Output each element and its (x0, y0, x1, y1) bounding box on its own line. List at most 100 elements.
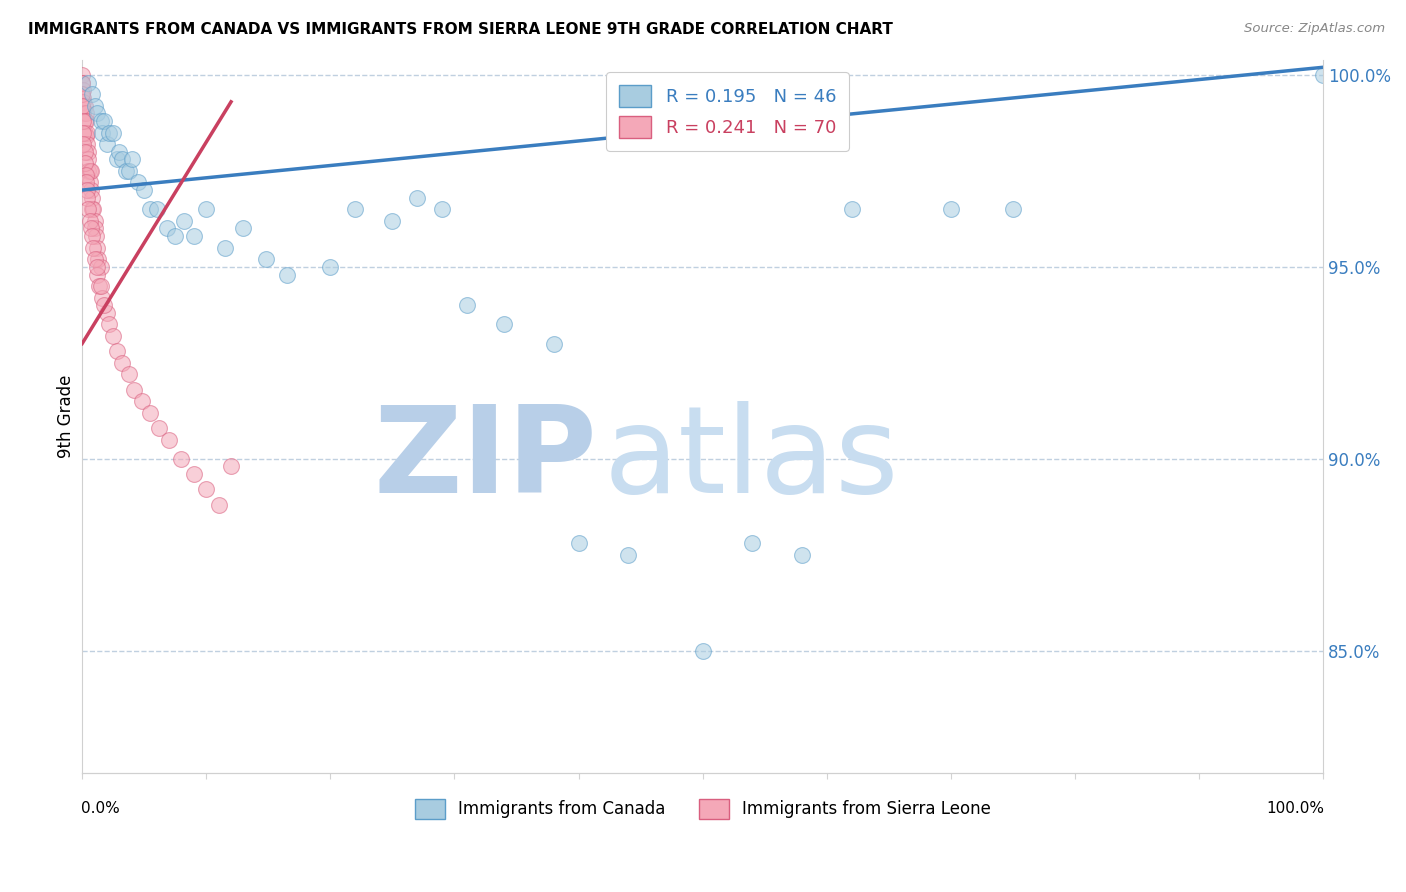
Point (70, 76, 93, 90)
Point (121, 153, 143, 167)
Point (183, 229, 205, 244)
Text: atlas: atlas (603, 401, 898, 518)
Point (72, 114, 94, 128)
Point (80, 221, 103, 235)
Point (173, 214, 195, 228)
Point (406, 191, 429, 205)
Point (84, 229, 107, 244)
Point (118, 164, 141, 178)
Point (98, 318, 121, 332)
Point (80, 191, 103, 205)
Point (75, 175, 97, 189)
Point (105, 153, 128, 167)
Point (114, 164, 136, 178)
Point (430, 202, 453, 217)
Point (77, 202, 100, 217)
Point (183, 467, 205, 481)
Point (73, 114, 96, 128)
Point (76, 126, 98, 140)
Point (86, 106, 108, 120)
Point (456, 298, 478, 312)
Text: 0.0%: 0.0% (82, 801, 120, 815)
Point (543, 336, 565, 351)
Point (567, 536, 589, 550)
Point (83, 221, 105, 235)
Point (101, 126, 124, 140)
Point (73, 126, 96, 140)
Point (276, 268, 298, 282)
Point (1312, 68, 1334, 82)
Point (83, 214, 105, 228)
Text: Source: ZipAtlas.com: Source: ZipAtlas.com (1244, 22, 1385, 36)
Point (80, 87, 103, 102)
Point (165, 229, 187, 244)
Point (91, 291, 114, 305)
Point (494, 318, 516, 332)
Point (77, 164, 100, 178)
Point (70, 68, 93, 82)
Point (72, 126, 94, 140)
Point (111, 153, 134, 167)
Point (72, 91, 94, 105)
Point (195, 202, 218, 217)
Point (96, 306, 118, 320)
Point (76, 191, 98, 205)
Point (76, 136, 98, 151)
Point (75, 168, 97, 182)
Point (319, 260, 342, 274)
Point (72, 95, 94, 109)
Point (72, 136, 94, 151)
Text: IMMIGRANTS FROM CANADA VS IMMIGRANTS FROM SIERRA LEONE 9TH GRADE CORRELATION CHA: IMMIGRANTS FROM CANADA VS IMMIGRANTS FRO… (28, 22, 893, 37)
Point (80, 229, 103, 244)
Point (77, 145, 100, 159)
Point (122, 383, 145, 397)
Point (219, 459, 242, 474)
Point (86, 268, 108, 282)
Point (80, 183, 103, 197)
Point (939, 202, 962, 217)
Point (79, 214, 101, 228)
Point (83, 98, 105, 112)
Point (1001, 202, 1024, 217)
Point (90, 260, 112, 274)
Point (170, 451, 193, 466)
Point (77, 76, 100, 90)
Point (75, 106, 97, 120)
Point (75, 129, 97, 144)
Point (72, 83, 94, 97)
Point (841, 202, 863, 217)
Point (73, 145, 96, 159)
Point (127, 175, 149, 189)
Point (111, 356, 134, 370)
Point (105, 344, 128, 359)
Point (79, 175, 101, 189)
Point (91, 126, 114, 140)
Point (208, 498, 231, 512)
Point (108, 145, 131, 159)
Point (76, 183, 98, 197)
Point (155, 221, 177, 235)
Point (70, 76, 93, 90)
Point (157, 433, 180, 447)
Point (86, 241, 108, 255)
Point (70, 98, 93, 112)
Point (90, 114, 112, 128)
Point (145, 202, 167, 217)
Point (139, 202, 162, 217)
Point (93, 114, 115, 128)
Point (86, 260, 108, 274)
Point (692, 643, 714, 657)
Point (82, 241, 104, 255)
Point (77, 153, 100, 167)
Y-axis label: 9th Grade: 9th Grade (58, 375, 75, 458)
Point (232, 221, 254, 235)
Point (195, 483, 218, 497)
Point (617, 548, 640, 562)
Point (80, 202, 103, 217)
Point (98, 126, 121, 140)
Point (118, 368, 141, 382)
Point (90, 279, 112, 293)
Legend: Immigrants from Canada, Immigrants from Sierra Leone: Immigrants from Canada, Immigrants from … (408, 792, 997, 826)
Point (89, 279, 111, 293)
Point (139, 406, 162, 420)
